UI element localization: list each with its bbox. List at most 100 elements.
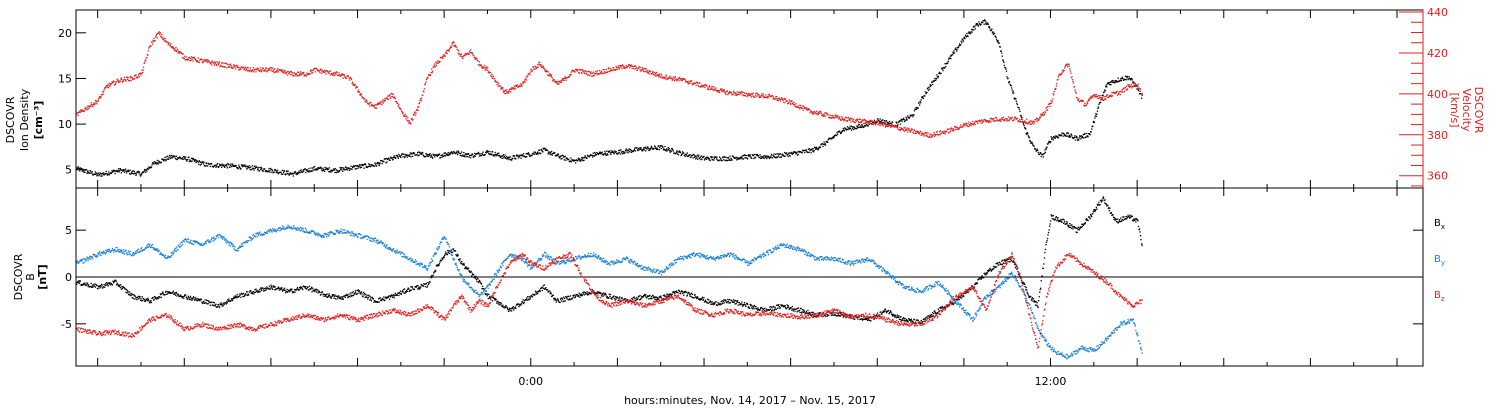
- data-point: [162, 39, 165, 41]
- data-point: [991, 32, 994, 34]
- data-point: [533, 153, 536, 155]
- data-point: [966, 125, 969, 127]
- data-point: [238, 69, 240, 71]
- data-point: [1097, 95, 1100, 97]
- data-point: [141, 296, 143, 298]
- data-point: [961, 126, 963, 128]
- data-point: [187, 58, 189, 60]
- data-point: [184, 158, 186, 160]
- data-point: [721, 88, 723, 90]
- data-point: [944, 133, 946, 135]
- data-point: [211, 60, 213, 62]
- data-point: [236, 293, 238, 296]
- data-point: [565, 159, 567, 161]
- data-point: [626, 66, 629, 68]
- data-point: [744, 95, 747, 97]
- data-point: [215, 303, 217, 305]
- data-point: [187, 295, 189, 297]
- data-point: [505, 155, 508, 158]
- data-point: [1092, 95, 1094, 97]
- data-point: [457, 152, 459, 154]
- data-point: [107, 84, 109, 86]
- data-point: [1015, 97, 1017, 100]
- data-point: [256, 166, 258, 168]
- data-point: [807, 109, 809, 111]
- data-point: [1060, 134, 1063, 137]
- data-point: [126, 290, 129, 292]
- data-point: [1066, 132, 1068, 134]
- data-point: [549, 153, 551, 156]
- data-point: [835, 114, 837, 116]
- data-point: [562, 154, 564, 157]
- data-point: [292, 173, 294, 175]
- data-point: [789, 100, 791, 102]
- data-point: [147, 54, 149, 56]
- data-point: [1082, 133, 1084, 136]
- data-point: [617, 67, 619, 69]
- data-point: [953, 52, 956, 54]
- data-point: [513, 85, 515, 87]
- data-point: [286, 170, 288, 172]
- data-point: [143, 62, 145, 65]
- data-point: [640, 147, 642, 149]
- data-point: [254, 167, 256, 170]
- data-point: [474, 152, 476, 155]
- data-point: [265, 170, 267, 172]
- data-point: [973, 122, 975, 125]
- data-point: [113, 170, 116, 172]
- data-point: [241, 166, 244, 168]
- data-point: [267, 171, 269, 173]
- data-point: [279, 289, 281, 291]
- data-point: [654, 74, 656, 77]
- data-point: [376, 104, 378, 106]
- data-point: [99, 95, 102, 98]
- data-point: [248, 294, 250, 296]
- data-point: [144, 169, 146, 171]
- data-point: [1104, 98, 1106, 100]
- data-point: [420, 153, 422, 155]
- data-point: [782, 101, 785, 103]
- data-point: [84, 171, 86, 173]
- data-point: [770, 155, 772, 157]
- data-point: [298, 170, 300, 172]
- data-point: [334, 168, 337, 170]
- data-point: [109, 84, 112, 86]
- data-point: [991, 28, 993, 30]
- data-point: [1012, 90, 1014, 92]
- data-point: [299, 73, 301, 75]
- data-point: [118, 284, 120, 286]
- data-point: [125, 170, 127, 173]
- data-point: [938, 72, 940, 75]
- data-point: [946, 131, 948, 133]
- data-point: [621, 153, 623, 155]
- data-point: [423, 155, 425, 157]
- data-point: [677, 154, 680, 156]
- data-point: [269, 287, 272, 289]
- data-point: [550, 152, 552, 154]
- data-point: [188, 160, 191, 163]
- data-point: [1010, 85, 1012, 87]
- data-point: [972, 124, 974, 126]
- data-point: [220, 304, 222, 306]
- data-point: [209, 304, 211, 306]
- data-point: [176, 48, 179, 50]
- data-point: [240, 168, 242, 170]
- data-point: [1036, 117, 1038, 119]
- data-point: [112, 169, 115, 171]
- data-point: [937, 77, 939, 79]
- data-point: [972, 29, 974, 31]
- data-point: [459, 258, 461, 260]
- data-point: [178, 52, 181, 54]
- data-point: [302, 73, 304, 75]
- data-point: [361, 293, 363, 295]
- data-point: [625, 65, 627, 67]
- data-point: [624, 150, 627, 152]
- data-point: [452, 152, 454, 154]
- data-point: [777, 99, 779, 101]
- data-point: [252, 167, 254, 169]
- ion-density-axis-label-line-3: [cm⁻³]: [32, 101, 45, 140]
- data-point: [523, 81, 525, 83]
- data-point: [218, 163, 221, 165]
- data-point: [822, 115, 825, 118]
- data-point: [289, 70, 291, 73]
